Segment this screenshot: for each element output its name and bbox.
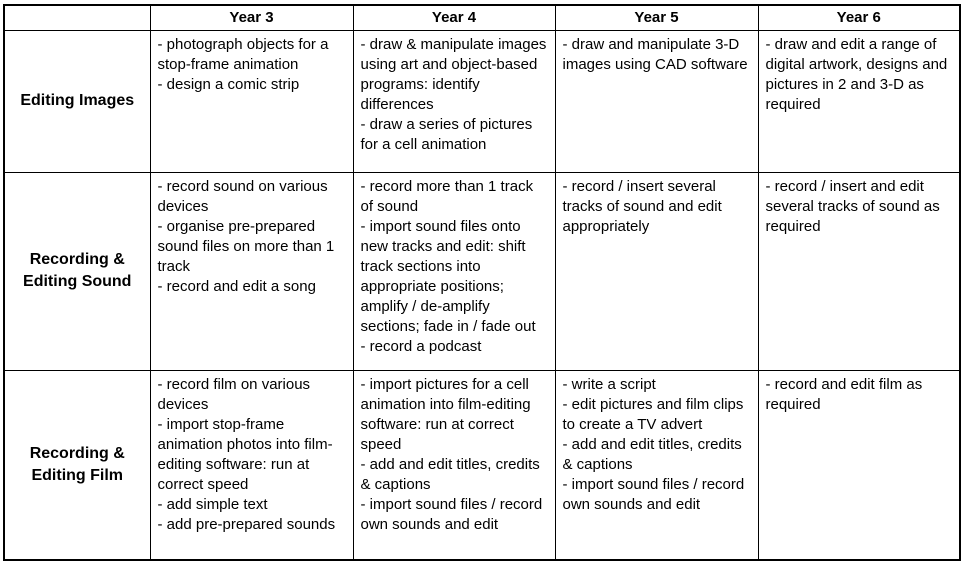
cell-recording-editing-film-year-5: - write a script - edit pictures and film… <box>554 369 759 561</box>
bullet-item: - record sound on various devices <box>157 177 328 215</box>
cell-editing-images-year-3: - photograph objects for a stop-frame an… <box>149 29 354 173</box>
table-row-recording-editing-sound: Recording & Editing Sound - record sound … <box>3 171 961 371</box>
cell-editing-images-year-4: - draw & manipulate images using art and… <box>352 29 556 173</box>
cell-editing-images-year-6: - draw and edit a range of digital artwo… <box>757 29 961 173</box>
cell-recording-editing-film-year-4: - import pictures for a cell animation i… <box>352 369 556 561</box>
cell-recording-editing-sound-year-3: - record sound on various devices - organ… <box>149 171 354 371</box>
table-header: Year 3 Year 4 Year 5 Year 6 <box>3 4 961 31</box>
cell-editing-images-year-5: - draw and manipulate 3-D images using C… <box>554 29 759 173</box>
bullet-item: - record / insert and edit several track… <box>765 177 940 235</box>
bullet-item: - record and edit film as required <box>765 375 923 413</box>
bullet-item: - record more than 1 track of sound <box>360 177 534 215</box>
bullet-item: - photograph objects for a stop-frame an… <box>157 35 329 73</box>
bullet-item: - record film on various devices <box>157 375 311 413</box>
row-label: Recording & Editing Film <box>3 369 151 561</box>
bullet-item: - import sound files / record own sounds… <box>562 475 745 513</box>
bullet-item: - add and edit titles, credits & caption… <box>360 455 540 493</box>
header-cell-year-3: Year 3 <box>149 4 354 31</box>
bullet-item: - design a comic strip <box>157 75 300 93</box>
bullet-item: - organise pre-prepared sound files on m… <box>157 217 335 275</box>
header-row: Year 3 Year 4 Year 5 Year 6 <box>3 4 961 31</box>
header-cell-year-6: Year 6 <box>757 4 961 31</box>
bullet-item: - import stop-frame animation photos int… <box>157 415 333 493</box>
bullet-item: - edit pictures and film clips to create… <box>562 395 744 433</box>
cell-recording-editing-sound-year-4: - record more than 1 track of sound - imp… <box>352 171 556 371</box>
bullet-item: - add pre-prepared sounds <box>157 515 336 533</box>
bullet-item: - draw and manipulate 3-D images using C… <box>562 35 748 73</box>
bullet-item: - draw & manipulate images using art and… <box>360 35 547 113</box>
bullet-item: - draw a series of pictures for a cell a… <box>360 115 533 153</box>
bullet-item: - record / insert several tracks of soun… <box>562 177 722 235</box>
header-cell-year-4: Year 4 <box>352 4 556 31</box>
cell-recording-editing-film-year-3: - record film on various devices - import… <box>149 369 354 561</box>
bullet-item: - add simple text <box>157 495 268 513</box>
row-label: Editing Images <box>3 29 151 173</box>
bullet-item: - write a script <box>562 375 656 393</box>
cell-recording-editing-sound-year-6: - record / insert and edit several track… <box>757 171 961 371</box>
table-row-recording-editing-film: Recording & Editing Film - record film on… <box>3 369 961 561</box>
bullet-item: - record and edit a song <box>157 277 316 295</box>
bullet-item: - import sound files onto new tracks and… <box>360 217 536 335</box>
bullet-item: - add and edit titles, credits & caption… <box>562 435 742 473</box>
header-cell-year-5: Year 5 <box>554 4 759 31</box>
bullet-item: - import pictures for a cell animation i… <box>360 375 531 453</box>
bullet-item: - import sound files / record own sounds… <box>360 495 543 533</box>
row-label: Recording & Editing Sound <box>3 171 151 371</box>
header-cell-empty <box>3 4 151 31</box>
table-body: Editing Images - photograph objects for a… <box>3 29 961 561</box>
cell-recording-editing-film-year-6: - record and edit film as required <box>757 369 961 561</box>
bullet-item: - draw and edit a range of digital artwo… <box>765 35 948 113</box>
cell-recording-editing-sound-year-5: - record / insert several tracks of soun… <box>554 171 759 371</box>
table-row-editing-images: Editing Images - photograph objects for a… <box>3 29 961 173</box>
curriculum-table: Year 3 Year 4 Year 5 Year 6 Editing Images -… <box>3 4 961 561</box>
bullet-item: - record a podcast <box>360 337 482 355</box>
